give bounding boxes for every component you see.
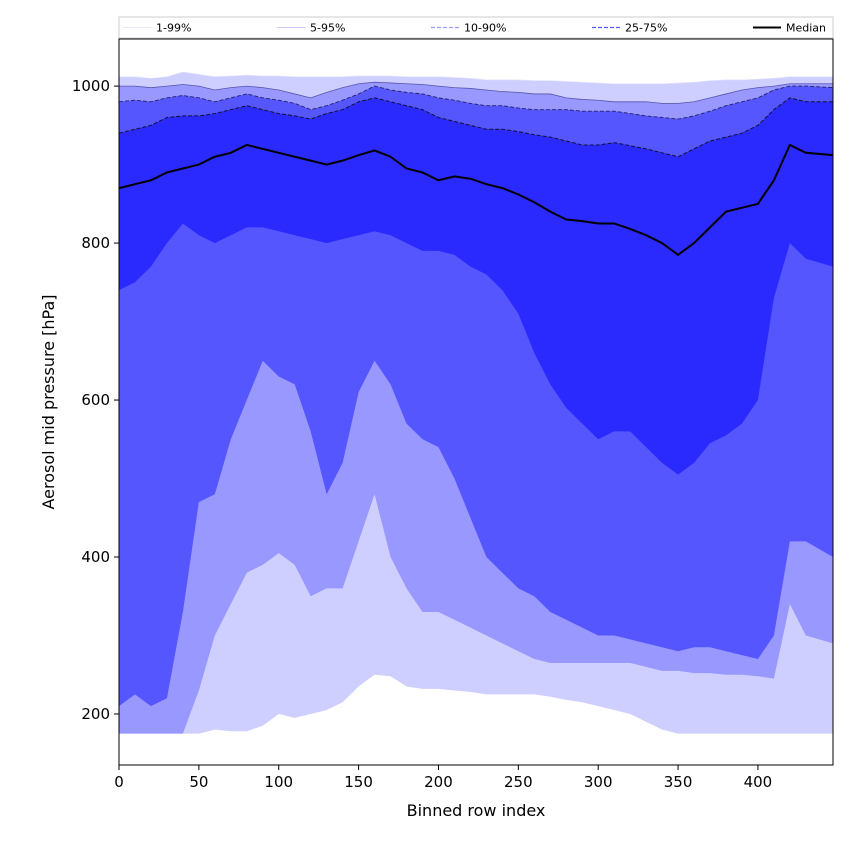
plot-frame — [118, 38, 834, 766]
band-25-75 — [119, 97, 833, 475]
legend-box — [118, 16, 834, 39]
legend-label: 25-75% — [625, 22, 667, 35]
legend-label: 5-95% — [310, 22, 345, 35]
y-tick-label: 1000 — [72, 77, 110, 95]
y-tick-label: 600 — [81, 391, 110, 409]
x-tick-label: 100 — [264, 773, 293, 791]
legend: 1-99% 5-95% 10-90% 25-75% Median — [118, 16, 834, 39]
x-tick-label: 400 — [744, 773, 773, 791]
legend-label: Median — [786, 22, 826, 35]
line-median — [118, 143, 834, 257]
y-axis-title: Aerosol mid pressure [hPa] — [39, 294, 58, 509]
x-tick-label: 300 — [584, 773, 613, 791]
line-p75 — [118, 97, 833, 158]
y-tick-label: 400 — [81, 548, 110, 566]
x-tick-label: 50 — [189, 773, 208, 791]
x-axis-ticks: 0 50 100 150 200 250 300 350 400 — [114, 765, 772, 791]
x-axis-title: Binned row index — [407, 801, 546, 820]
y-tick-label: 800 — [81, 234, 110, 252]
x-tick-label: 0 — [114, 773, 124, 791]
y-tick-label: 200 — [81, 705, 110, 723]
x-tick-label: 350 — [664, 773, 693, 791]
x-tick-label: 150 — [344, 773, 373, 791]
line-p95 — [119, 81, 833, 104]
x-tick-label: 250 — [504, 773, 533, 791]
x-tick-label: 200 — [424, 773, 453, 791]
legend-label: 10-90% — [464, 22, 506, 35]
percentile-lines — [118, 71, 834, 257]
line-p90 — [118, 85, 834, 120]
y-axis-ticks: 200 400 600 800 1000 — [72, 77, 119, 723]
legend-label: 1-99% — [156, 22, 191, 35]
percentile-bands — [119, 71, 833, 734]
line-p99 — [119, 71, 833, 85]
